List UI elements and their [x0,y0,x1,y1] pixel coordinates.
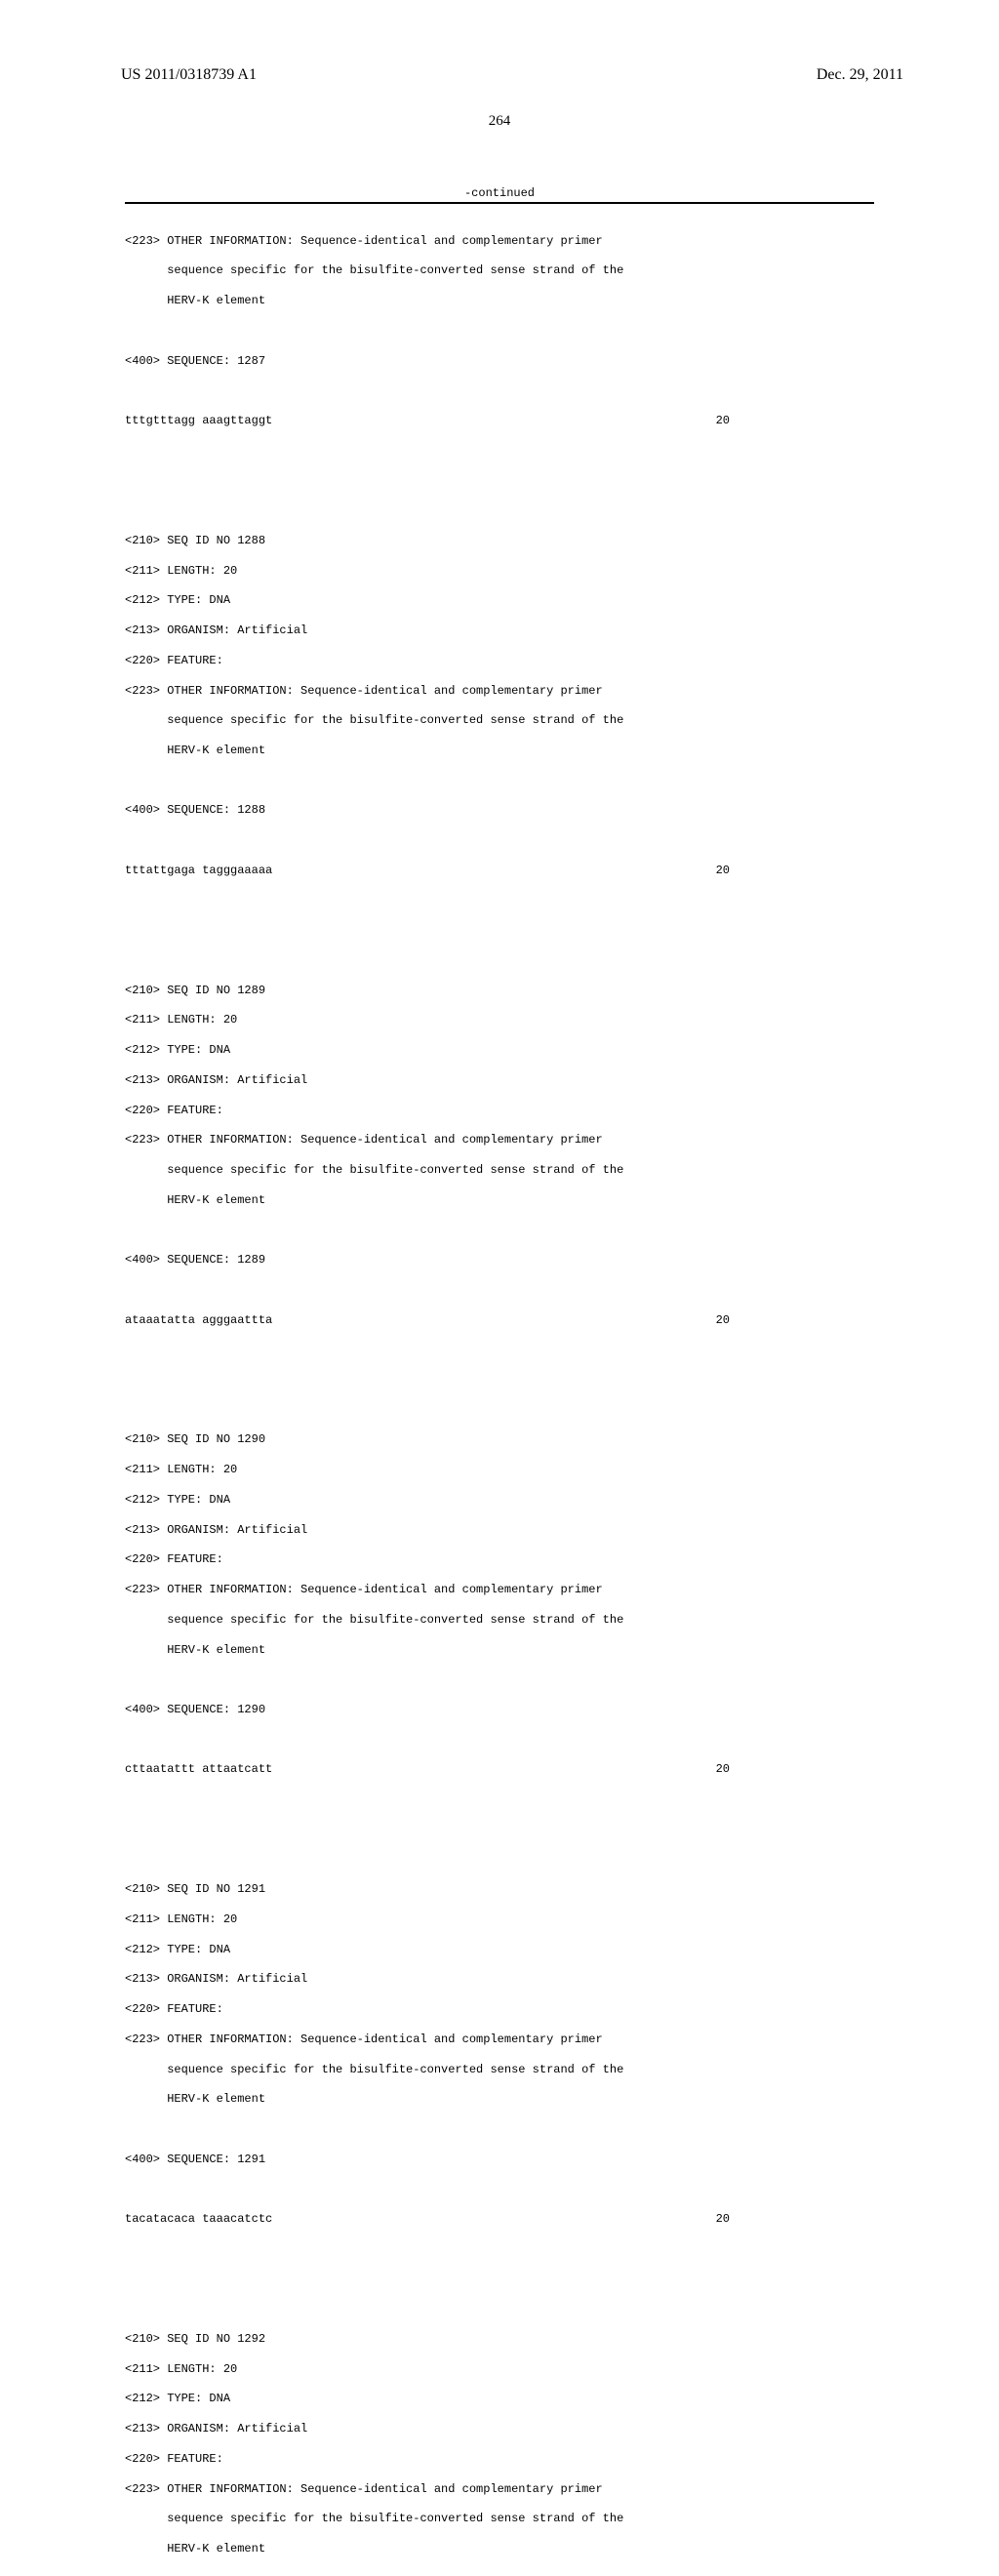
sequence-data-line: tacatacaca taaacatctc 20 [125,2212,730,2227]
seq-info-line: sequence specific for the bisulfite-conv… [125,2512,874,2526]
seq-info-line: <211> LENGTH: 20 [125,2362,874,2377]
seq-info-line: <223> OTHER INFORMATION: Sequence-identi… [125,1583,874,1597]
seq-info-line: HERV-K element [125,744,874,758]
blank-line [125,324,874,339]
seq-info-line: HERV-K element [125,1643,874,1658]
seq-info-line: <223> OTHER INFORMATION: Sequence-identi… [125,2482,874,2497]
sequence-listing: <223> OTHER INFORMATION: Sequence-identi… [125,204,874,2576]
blank-line [125,2182,874,2196]
seq-info-line: <210> SEQ ID NO 1288 [125,534,874,548]
seq-info-line: <213> ORGANISM: Artificial [125,1972,874,1987]
seq-info-line: HERV-K element [125,1193,874,1208]
seq-info-line: <212> TYPE: DNA [125,1043,874,1058]
blank-line [125,2242,874,2257]
sequence-label: <400> SEQUENCE: 1289 [125,1253,874,1268]
seq-info-line: sequence specific for the bisulfite-conv… [125,1613,874,1628]
seq-info-line: <211> LENGTH: 20 [125,564,874,579]
sequence-data: ataaatatta agggaattta [125,1313,272,1328]
seq-info-line: <211> LENGTH: 20 [125,1013,874,1027]
sequence-entry: <210> SEQ ID NO 1291 <211> LENGTH: 20 <2… [125,1868,874,2302]
sequence-data-line: ataaatatta agggaattta 20 [125,1313,730,1328]
sequence-data-line: cttaatattt attaatcatt 20 [125,1762,730,1777]
seq-info-line: <223> OTHER INFORMATION: Sequence-identi… [125,2033,874,2047]
seq-info-line: <213> ORGANISM: Artificial [125,1073,874,1088]
seq-info-line: sequence specific for the bisulfite-conv… [125,263,874,278]
blank-line [125,2572,874,2576]
sequence-data: tttgtttagg aaagttaggt [125,414,272,428]
blank-line [125,894,874,908]
continued-label: -continued [0,186,999,200]
publication-number: US 2011/0318739 A1 [121,66,257,84]
seq-info-line: <213> ORGANISM: Artificial [125,624,874,638]
blank-line [125,1733,874,1748]
sequence-entry: <210> SEQ ID NO 1288 <211> LENGTH: 20 <2… [125,519,874,953]
sequence-entry: <210> SEQ ID NO 1289 <211> LENGTH: 20 <2… [125,968,874,1402]
sequence-label: <400> SEQUENCE: 1287 [125,354,874,369]
seq-info-line: <212> TYPE: DNA [125,1943,874,1957]
blank-line [125,1283,874,1298]
seq-info-line: <211> LENGTH: 20 [125,1912,874,1927]
seq-info-line: <211> LENGTH: 20 [125,1463,874,1477]
seq-info-line: sequence specific for the bisulfite-conv… [125,713,874,728]
blank-line [125,1343,874,1357]
sequence-data-line: tttattgaga tagggaaaaa 20 [125,864,730,878]
seq-info-line: <213> ORGANISM: Artificial [125,1523,874,1538]
blank-line [125,1223,874,1237]
blank-line [125,444,874,459]
sequence-length: 20 [716,1762,730,1777]
seq-info-line: <220> FEATURE: [125,1104,874,1118]
sequence-label: <400> SEQUENCE: 1291 [125,2153,874,2167]
sequence-data: tacatacaca taaacatctc [125,2212,272,2227]
sequence-entry: <210> SEQ ID NO 1292 <211> LENGTH: 20 <2… [125,2317,874,2576]
seq-info-line: HERV-K element [125,294,874,308]
seq-info-line: sequence specific for the bisulfite-conv… [125,2063,874,2077]
page-number: 264 [0,113,999,130]
seq-info-line: <210> SEQ ID NO 1291 [125,1882,874,1897]
sequence-data: cttaatattt attaatcatt [125,1762,272,1777]
seq-info-line: <210> SEQ ID NO 1292 [125,2332,874,2347]
blank-line [125,833,874,848]
publication-date: Dec. 29, 2011 [817,66,903,84]
seq-info-line: <220> FEATURE: [125,654,874,668]
blank-line [125,1823,874,1837]
seq-info-line: <210> SEQ ID NO 1290 [125,1432,874,1447]
seq-info-line: <223> OTHER INFORMATION: Sequence-identi… [125,234,874,249]
sequence-data-line: tttgtttagg aaagttaggt 20 [125,414,730,428]
seq-info-line: <220> FEATURE: [125,2452,874,2467]
seq-info-line: <212> TYPE: DNA [125,593,874,608]
seq-info-line: <210> SEQ ID NO 1289 [125,984,874,998]
blank-line [125,774,874,788]
seq-info-line: <212> TYPE: DNA [125,1493,874,1508]
blank-line [125,1373,874,1388]
blank-line [125,383,874,398]
sequence-entry: <210> SEQ ID NO 1290 <211> LENGTH: 20 <2… [125,1418,874,1852]
sequence-length: 20 [716,864,730,878]
sequence-length: 20 [716,414,730,428]
sequence-length: 20 [716,2212,730,2227]
seq-info-line: sequence specific for the bisulfite-conv… [125,1163,874,1178]
blank-line [125,2273,874,2287]
blank-line [125,1672,874,1687]
sequence-label: <400> SEQUENCE: 1288 [125,803,874,818]
seq-info-line: HERV-K element [125,2092,874,2107]
seq-info-line: <223> OTHER INFORMATION: Sequence-identi… [125,1133,874,1147]
sequence-entry: <223> OTHER INFORMATION: Sequence-identi… [125,219,874,503]
seq-info-line: <212> TYPE: DNA [125,2392,874,2406]
seq-info-line: <223> OTHER INFORMATION: Sequence-identi… [125,684,874,699]
blank-line [125,473,874,488]
blank-line [125,1792,874,1807]
sequence-data: tttattgaga tagggaaaaa [125,864,272,878]
seq-info-line: <213> ORGANISM: Artificial [125,2422,874,2436]
page-header: US 2011/0318739 A1 Dec. 29, 2011 [0,0,999,84]
blank-line [125,2122,874,2137]
seq-info-line: HERV-K element [125,2542,874,2556]
seq-info-line: <220> FEATURE: [125,2002,874,2017]
sequence-length: 20 [716,1313,730,1328]
blank-line [125,923,874,938]
sequence-label: <400> SEQUENCE: 1290 [125,1703,874,1717]
seq-info-line: <220> FEATURE: [125,1552,874,1567]
